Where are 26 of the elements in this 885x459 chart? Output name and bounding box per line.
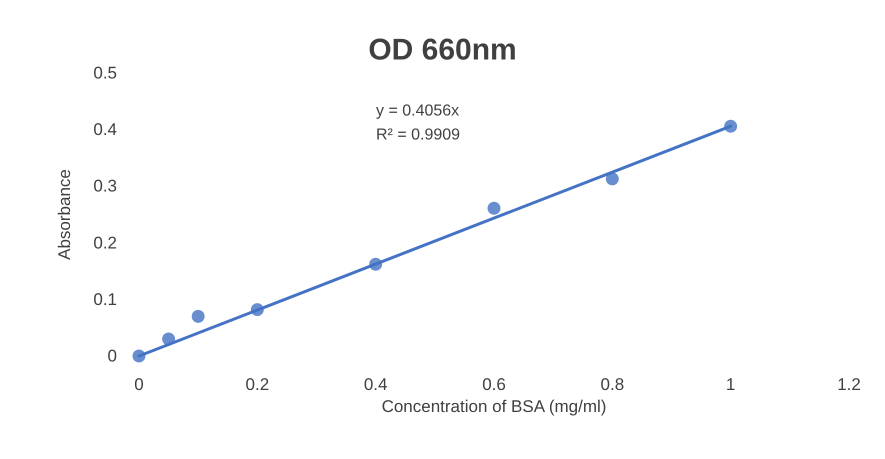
x-tick-label: 0 [134, 375, 144, 394]
point [162, 332, 176, 346]
point [606, 172, 619, 186]
point [250, 303, 264, 316]
y-tick-label: 0.1 [93, 290, 117, 309]
x-tick-label: 0.2 [246, 375, 270, 394]
y-tick-label: 0.4 [93, 120, 117, 140]
chart-title: OD 660nm [368, 34, 517, 66]
y-tick-label: 0.5 [93, 64, 117, 82]
point [369, 258, 382, 271]
x-tick-label: 0.4 [364, 375, 388, 394]
x-axis-title: Concentration of BSA (mg/ml) [382, 397, 606, 416]
y-tick-label: 0 [108, 346, 117, 366]
annotation: y = 0.4056x [376, 102, 460, 120]
point [488, 202, 500, 215]
x-tick-label: 1.2 [837, 375, 861, 394]
y-tick-label: 0.3 [93, 176, 117, 196]
point [724, 120, 738, 133]
y-tick-label: 0.2 [93, 233, 117, 252]
x-tick-label: 1 [726, 375, 736, 394]
x-tick-label: 0.6 [482, 375, 506, 394]
y-axis-title: Absorbance [55, 169, 74, 260]
x-tick-label: 0.8 [600, 375, 624, 394]
point [192, 310, 205, 323]
annotation: R² = 0.9909 [376, 126, 460, 144]
point [132, 350, 146, 362]
